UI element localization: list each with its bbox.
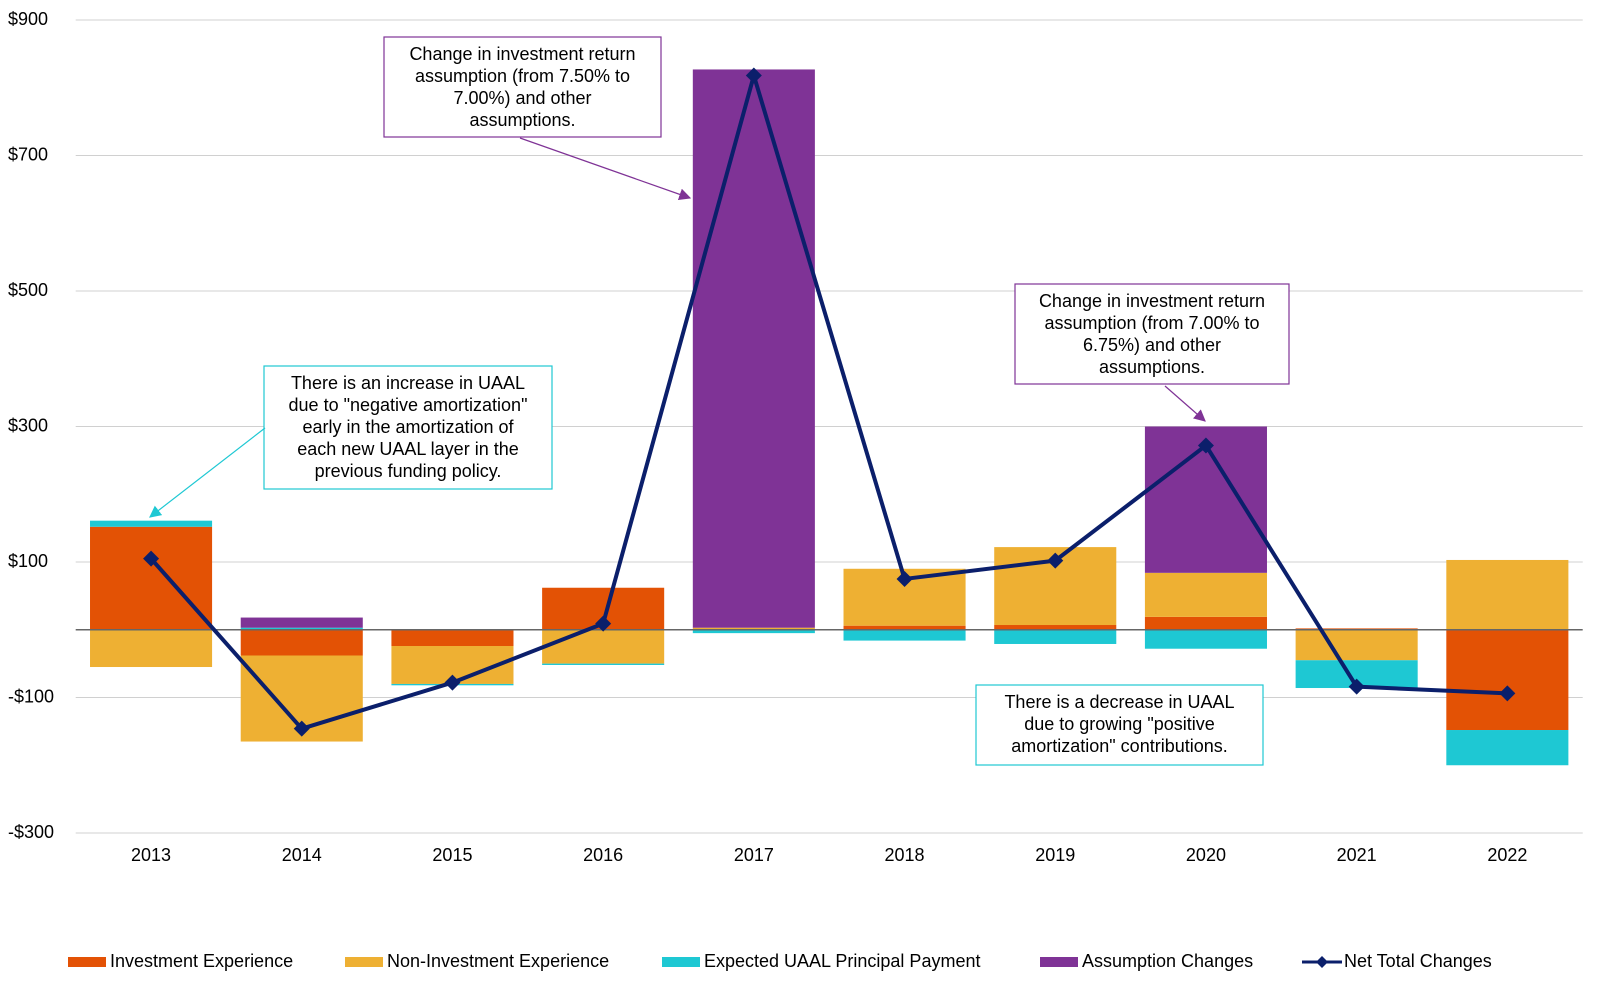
bar-segment: [1144, 616, 1267, 630]
annotation-text: amortization" contributions.: [1011, 736, 1228, 756]
annotation-text: due to growing "positive: [1024, 714, 1215, 734]
line-marker: [1047, 552, 1064, 569]
legend-swatch: [345, 957, 383, 967]
annotation-text: assumption (from 7.50% to: [415, 66, 630, 86]
bar-segment: [843, 629, 966, 641]
bar-segment: [1446, 629, 1569, 731]
annotation-text: early in the amortization of: [302, 417, 514, 437]
annotation-arrow: [519, 137, 692, 201]
x-tick-label: 2016: [583, 845, 623, 865]
bar-segment: [240, 617, 363, 628]
y-tick-label: $700: [8, 144, 48, 164]
legend-label: Non-Investment Experience: [387, 951, 609, 971]
bar-segment: [542, 629, 665, 664]
annotation-text: Change in investment return: [1039, 291, 1265, 311]
line-marker: [745, 67, 762, 84]
line-marker: [1348, 678, 1365, 695]
x-tick-label: 2018: [885, 845, 925, 865]
annotation-box: [383, 36, 662, 138]
x-tick-label: 2015: [432, 845, 472, 865]
annotation-box: [263, 365, 553, 490]
annotation-text: assumptions.: [1099, 357, 1205, 377]
annotation-text: 6.75%) and other: [1083, 335, 1221, 355]
bar-segment: [1446, 730, 1569, 766]
annotation-box: [1014, 283, 1290, 385]
x-tick-label: 2022: [1487, 845, 1527, 865]
x-tick-label: 2020: [1186, 845, 1226, 865]
x-tick-label: 2019: [1035, 845, 1075, 865]
legend-label: Assumption Changes: [1082, 951, 1253, 971]
legend-swatch: [1040, 957, 1078, 967]
line-marker: [143, 550, 160, 567]
legend-label: Expected UAAL Principal Payment: [704, 951, 980, 971]
line-marker: [595, 615, 612, 632]
y-tick-label: $900: [8, 9, 48, 29]
legend-swatch: [1316, 956, 1328, 968]
line-series: [149, 73, 1508, 731]
annotation-arrow: [149, 427, 266, 518]
bar-segment: [90, 526, 213, 630]
annotation-text: assumptions.: [469, 110, 575, 130]
x-tick-label: 2013: [131, 845, 171, 865]
line-marker: [896, 570, 913, 587]
bar-segment: [391, 629, 514, 647]
legend-swatch: [662, 957, 700, 967]
y-tick-label: $500: [8, 280, 48, 300]
annotation-text: previous funding policy.: [315, 461, 502, 481]
bar-segment: [542, 663, 665, 665]
line-marker: [444, 674, 461, 691]
x-tick-label: 2017: [734, 845, 774, 865]
bar-segment: [1144, 572, 1267, 617]
bar-segment: [1295, 629, 1418, 661]
bar-segment: [843, 625, 966, 630]
bar-segment: [90, 629, 213, 668]
y-tick-label: -$100: [8, 686, 54, 706]
line-marker: [1499, 685, 1516, 702]
annotation-text: each new UAAL layer in the: [297, 439, 518, 459]
annotation-text: There is an increase in UAAL: [291, 373, 525, 393]
bar-segment: [692, 627, 815, 630]
bar-segment: [1446, 559, 1569, 630]
bar-segment: [994, 629, 1117, 644]
line-marker: [1197, 437, 1214, 454]
bar-segment: [994, 625, 1117, 630]
y-tick-label: $300: [8, 415, 48, 435]
bar-segment: [90, 520, 213, 527]
annotation-text: Change in investment return: [409, 44, 635, 64]
x-tick-label: 2014: [282, 845, 322, 865]
y-tick-label: -$300: [8, 822, 54, 842]
legend-label: Net Total Changes: [1344, 951, 1492, 971]
annotation-text: There is a decrease in UAAL: [1004, 692, 1234, 712]
bar-segment: [692, 69, 815, 628]
annotation-text: assumption (from 7.00% to: [1044, 313, 1259, 333]
line-marker: [293, 720, 310, 737]
bar-segment: [1144, 629, 1267, 649]
y-tick-label: $100: [8, 551, 48, 571]
annotation-arrow: [1164, 385, 1206, 422]
legend-label: Investment Experience: [110, 951, 293, 971]
annotation-box: [975, 684, 1264, 766]
bar-segment: [240, 629, 363, 656]
annotation-text: 7.00%) and other: [453, 88, 591, 108]
annotation-text: due to "negative amortization": [289, 395, 528, 415]
x-tick-label: 2021: [1337, 845, 1377, 865]
bar-segment: [692, 629, 815, 634]
legend-swatch: [68, 957, 106, 967]
bar-segment: [240, 627, 363, 630]
